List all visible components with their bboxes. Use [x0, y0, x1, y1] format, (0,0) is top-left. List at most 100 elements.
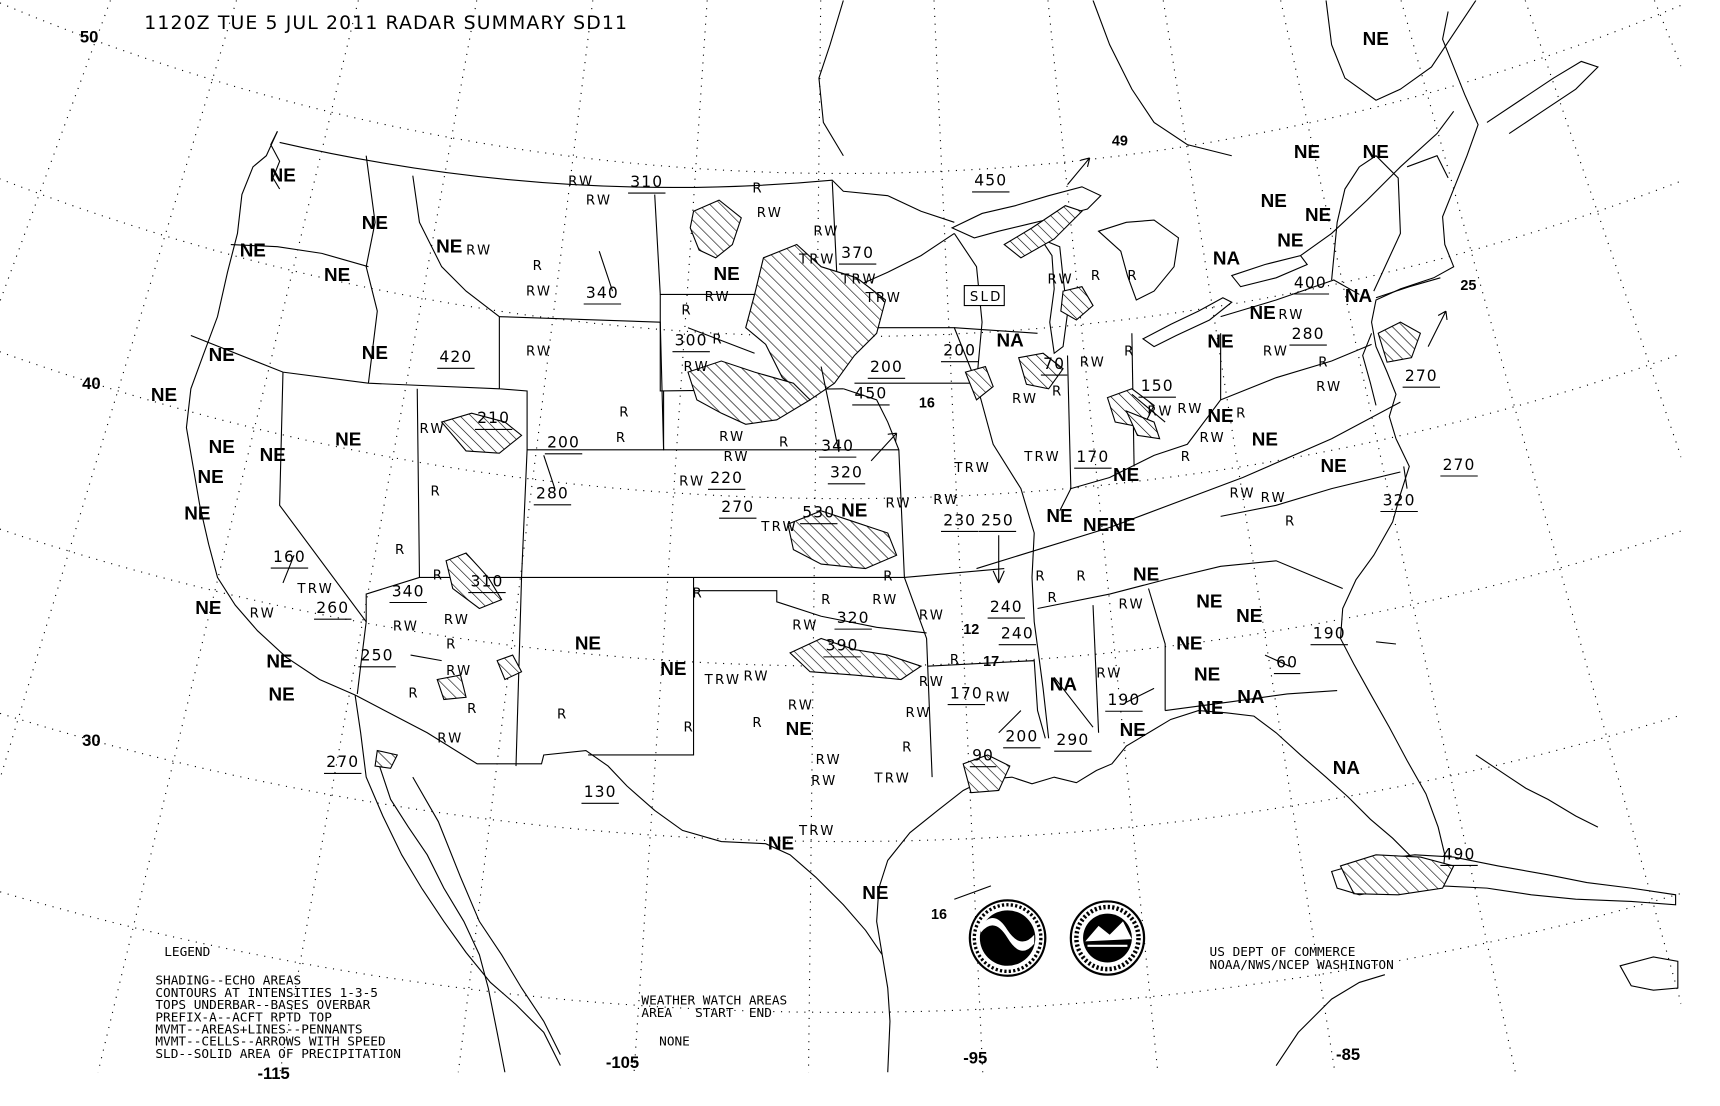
region-code-label: NE: [198, 466, 224, 487]
echo-top-label: 310: [471, 572, 504, 590]
precip-type-label: RW: [1147, 404, 1173, 419]
cell-speed-label: 49: [1112, 134, 1128, 150]
labrador-coast: [1325, 0, 1477, 101]
precip-type-label: RW: [1230, 487, 1256, 502]
precip-type-label: RW: [1200, 431, 1226, 446]
precip-type-label: RW: [886, 497, 912, 512]
puget-sound: [270, 131, 281, 190]
longitude-label: -95: [963, 1048, 987, 1067]
lake-erie: [1141, 297, 1233, 348]
echo-area: [964, 365, 994, 401]
watch-columns: AREA START END: [641, 1006, 772, 1021]
parallel-line: [0, 891, 1682, 1013]
tops-leader-line: [282, 250, 1408, 734]
echo-top-label: 200: [1005, 728, 1038, 746]
canada-border: [279, 141, 955, 223]
cell-speed-label: 16: [919, 396, 935, 412]
echo-top-label: 270: [1443, 456, 1476, 474]
legend-line: MVMT--CELLS--ARROWS WITH SPEED: [155, 1035, 385, 1050]
region-code-label: NE: [151, 384, 177, 405]
region-code-label: NE: [362, 342, 388, 363]
longitude-label: -85: [1336, 1045, 1360, 1064]
echo-top-label: 160: [273, 548, 306, 566]
precip-type-label: RW: [1278, 308, 1304, 323]
precip-type-label: RW: [586, 194, 612, 209]
precip-type-label: RW: [250, 606, 276, 621]
region-code-label: NE: [209, 344, 235, 365]
mexico-gulf-coast: [881, 954, 891, 1073]
nova-scotia: [1486, 60, 1599, 135]
latitude-label: 30: [82, 731, 101, 750]
precip-type-label: R: [1236, 407, 1247, 422]
precip-type-label: RW: [985, 691, 1011, 706]
credit-line: NOAA/NWS/NCEP WASHINGTON: [1210, 958, 1394, 973]
region-code-label: NE: [714, 263, 740, 284]
echo-top-label: 220: [710, 469, 743, 487]
echo-area: [374, 749, 399, 769]
precip-type-label: RW: [526, 344, 552, 359]
precip-type-label: RW: [816, 753, 842, 768]
precip-type-label: R: [446, 637, 457, 652]
precip-type-label: RW: [788, 698, 814, 713]
echo-area: [436, 674, 467, 701]
chesapeake-bay: [1362, 333, 1377, 406]
precip-type-label: RW: [679, 474, 705, 489]
precip-type-label: RW: [1096, 666, 1122, 681]
echo-area: [1377, 321, 1422, 363]
region-code-label: NE: [436, 235, 462, 256]
legend-line: SLD--SOLID AREA OF PRECIPITATION: [155, 1047, 401, 1062]
region-code-label: NE: [1046, 505, 1072, 526]
echo-top-label: 490: [1443, 845, 1476, 863]
echo-top-label: 280: [1292, 325, 1325, 343]
long-island: [1375, 277, 1441, 299]
lake-ontario: [1230, 254, 1309, 288]
echo-area: [789, 637, 923, 681]
movement-arrow: [1067, 157, 1091, 185]
precip-type-label: R: [1035, 570, 1046, 585]
region-code-label: NE: [1277, 230, 1303, 251]
region-code-label: NE: [1113, 464, 1139, 485]
echo-top-label: 300: [675, 331, 708, 349]
precip-type-label: TRW: [296, 582, 334, 597]
echo-area: [787, 510, 898, 570]
cell-speed-label: 25: [1460, 278, 1476, 294]
precip-type-label: R: [1285, 514, 1296, 529]
precip-type-label: R: [883, 570, 894, 585]
echo-top-label: 240: [990, 598, 1023, 616]
meridian-line: [0, 0, 111, 303]
region-code-label: NE: [1194, 664, 1220, 685]
state-boundaries: [190, 155, 1449, 778]
echo-top-label: 340: [392, 582, 425, 600]
echo-top-label: 270: [326, 753, 359, 771]
precip-type-label: R: [779, 435, 790, 450]
precip-type-label: RW: [743, 670, 769, 685]
parallel-line: [0, 712, 1682, 843]
echo-top-label: 310: [630, 173, 663, 191]
echo-area: [687, 360, 811, 425]
echo-top-label: 320: [830, 464, 863, 482]
precip-type-label: R: [616, 431, 627, 446]
legend-line: SHADING--ECHO AREAS: [155, 974, 301, 989]
hudson-bay-coast: [1092, 0, 1232, 157]
precip-type-label: R: [684, 721, 695, 736]
region-code-label: NE: [1321, 455, 1347, 476]
precip-type-label: RW: [444, 613, 470, 628]
region-code-label: NE: [324, 264, 350, 285]
precip-type-label: RW: [446, 664, 472, 679]
precip-type-label: R: [692, 586, 703, 601]
echo-top-label: 70: [1043, 355, 1065, 373]
sld-label: SLD: [970, 290, 1003, 305]
cell-speed-label: 17: [983, 654, 999, 670]
region-code-label: NE: [841, 499, 867, 520]
echo-top-label: 370: [841, 244, 874, 262]
precip-type-label: TRW: [760, 520, 798, 535]
precip-type-label: RW: [813, 225, 839, 240]
precip-type-label: R: [950, 653, 961, 668]
echo-top-label: 150: [1141, 377, 1174, 395]
region-code-label: NE: [1294, 141, 1320, 162]
precip-type-label: RW: [684, 360, 710, 375]
region-code-label: NE: [1197, 697, 1223, 718]
region-code-label: NA: [1213, 247, 1241, 268]
cell-speed-label: 12: [963, 622, 979, 638]
